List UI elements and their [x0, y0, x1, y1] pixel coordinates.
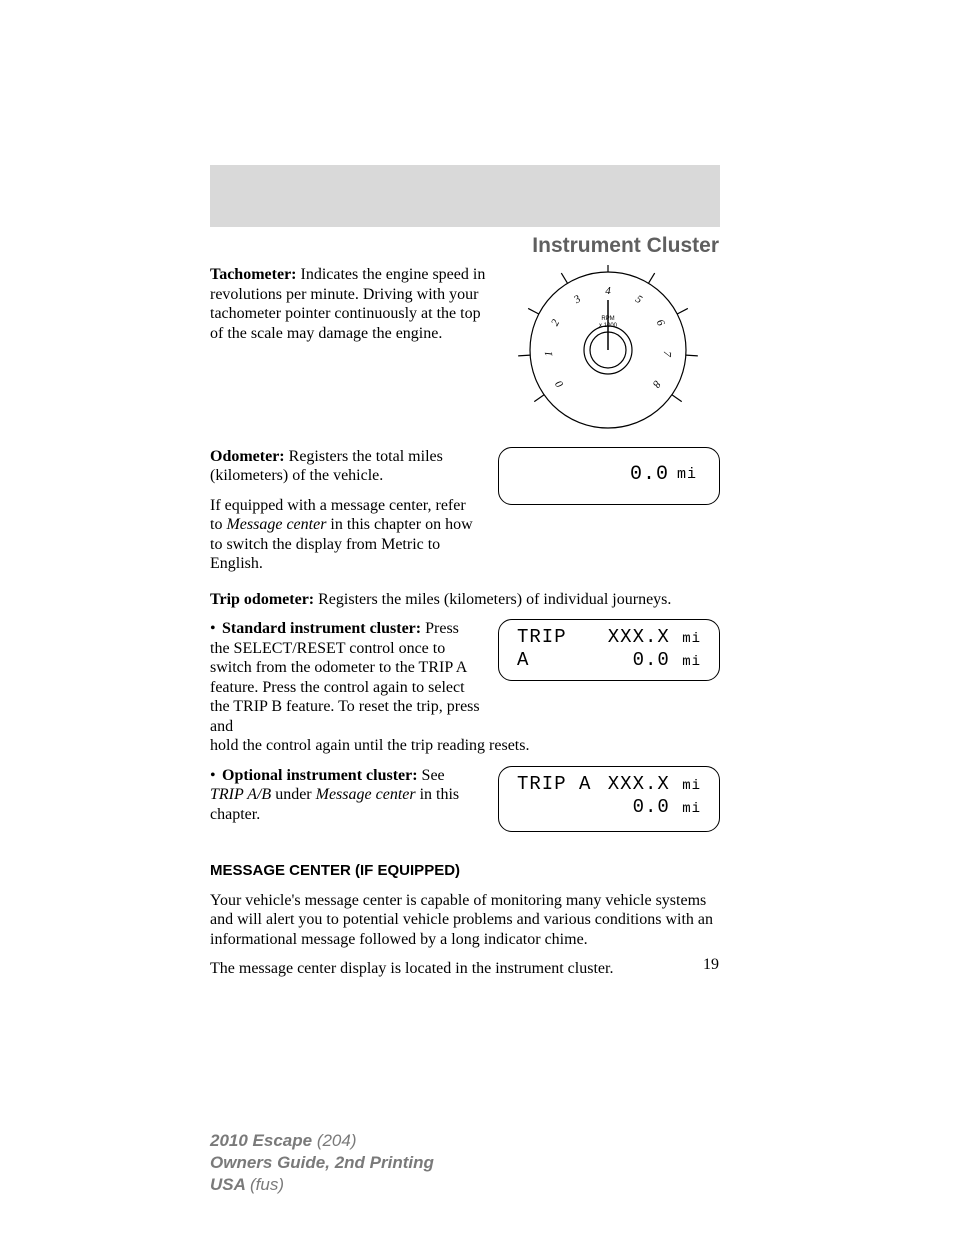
standard-cluster-text-col: •Standard instrument cluster: Press the …: [210, 619, 480, 736]
standard-cluster-label: Standard instrument cluster:: [222, 620, 421, 637]
tachometer-paragraph: Tachometer: Indicates the engine speed i…: [210, 265, 490, 343]
standard-cluster-text-narrow: Press the SELECT/RESET control once to s…: [210, 620, 480, 735]
header-gray-band: [210, 165, 720, 227]
std-line2-unit: mi: [682, 654, 701, 670]
tachometer-svg: 012345678 RPM x 1000: [508, 265, 708, 435]
svg-text:4: 4: [605, 285, 611, 297]
optional-cluster-row: •Optional instrument cluster: See TRIP A…: [210, 766, 720, 835]
tachometer-text-col: Tachometer: Indicates the engine speed i…: [210, 265, 490, 353]
message-center-para2: The message center display is located in…: [210, 959, 720, 979]
optional-cluster-para: •Optional instrument cluster: See TRIP A…: [210, 766, 480, 825]
footer-line3: USA (fus): [210, 1174, 434, 1196]
std-line1-left: TRIP: [517, 626, 567, 649]
trip-odometer-label: Trip odometer:: [210, 591, 314, 608]
optional-cluster-label: Optional instrument cluster:: [222, 767, 418, 784]
svg-text:3: 3: [571, 293, 583, 307]
std-line1-unit: mi: [682, 631, 701, 647]
standard-cluster-row: •Standard instrument cluster: Press the …: [210, 619, 720, 736]
odometer-para2: If equipped with a message center, refer…: [210, 496, 480, 574]
opt-text-i2: Message center: [316, 786, 416, 803]
svg-text:0: 0: [553, 378, 566, 390]
svg-text:5: 5: [633, 293, 644, 306]
standard-cluster-display: TRIP XXX.X mi A 0.0 mi: [498, 619, 720, 681]
opt-line1-left: TRIP A: [517, 773, 591, 796]
svg-text:6: 6: [654, 318, 667, 329]
footer-line1-bold: 2010 Escape: [210, 1131, 317, 1150]
odometer-text-col: Odometer: Registers the total miles (kil…: [210, 447, 480, 584]
svg-text:2: 2: [549, 317, 562, 328]
page: Instrument Cluster Tachometer: Indicates…: [0, 0, 954, 1235]
page-number: 19: [703, 956, 719, 974]
odometer-row: Odometer: Registers the total miles (kil…: [210, 447, 720, 584]
odometer-unit: mi: [677, 466, 697, 484]
trip-odometer-para: Trip odometer: Registers the miles (kilo…: [210, 590, 720, 610]
odometer-label: Odometer:: [210, 448, 285, 465]
opt-text-b: under: [271, 786, 315, 803]
opt-line1-unit: mi: [682, 778, 701, 794]
tachometer-row: Tachometer: Indicates the engine speed i…: [210, 265, 720, 441]
svg-text:8: 8: [650, 378, 663, 390]
optional-cluster-display: TRIP A XXX.X mi 0.0 mi: [498, 766, 720, 832]
svg-text:1: 1: [543, 351, 555, 357]
std-line1-val: XXX.X: [608, 626, 670, 648]
svg-text:7: 7: [661, 351, 673, 358]
standard-cluster-para-narrow: •Standard instrument cluster: Press the …: [210, 619, 480, 736]
footer-line1-rest: (204): [317, 1131, 357, 1150]
trip-odometer-text: Registers the miles (kilometers) of indi…: [314, 591, 671, 608]
odometer-para1: Odometer: Registers the total miles (kil…: [210, 447, 480, 486]
message-center-heading: MESSAGE CENTER (IF EQUIPPED): [210, 862, 720, 880]
opt-line2-unit: mi: [682, 801, 701, 817]
opt-line1-val: XXX.X: [608, 773, 670, 795]
std-line2-val: 0.0: [633, 649, 670, 671]
footer: 2010 Escape (204) Owners Guide, 2nd Prin…: [210, 1130, 434, 1196]
std-line2-left: A: [517, 649, 529, 672]
optional-cluster-text-col: •Optional instrument cluster: See TRIP A…: [210, 766, 480, 835]
opt-line2-val: 0.0: [633, 796, 670, 818]
footer-line3-rest: (fus): [250, 1175, 284, 1194]
opt-text-a: See: [422, 767, 445, 784]
message-center-para1: Your vehicle's message center is capable…: [210, 891, 720, 950]
footer-line1: 2010 Escape (204): [210, 1130, 434, 1152]
tachometer-label: Tachometer:: [210, 266, 297, 283]
odometer-text2-italic: Message center: [226, 516, 326, 533]
odometer-display: 0.0 mi: [498, 447, 720, 505]
footer-line3-bold: USA: [210, 1175, 250, 1194]
odometer-value: 0.0: [630, 463, 669, 487]
standard-cluster-para-wide: hold the control again until the trip re…: [210, 736, 720, 756]
section-title: Instrument Cluster: [532, 234, 719, 258]
opt-text-i1: TRIP A/B: [210, 786, 271, 803]
page-body: Tachometer: Indicates the engine speed i…: [210, 265, 720, 989]
tachometer-gauge: 012345678 RPM x 1000: [508, 265, 708, 441]
footer-line2: Owners Guide, 2nd Printing: [210, 1152, 434, 1174]
